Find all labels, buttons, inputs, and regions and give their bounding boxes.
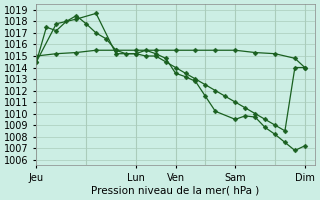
X-axis label: Pression niveau de la mer( hPa ): Pression niveau de la mer( hPa ) — [92, 186, 260, 196]
